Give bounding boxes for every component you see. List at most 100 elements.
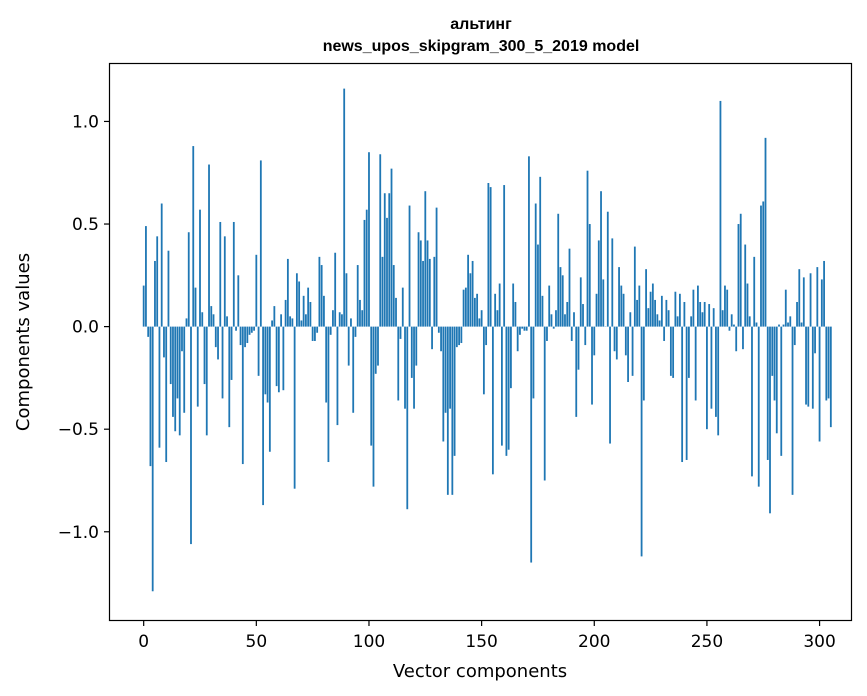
bar bbox=[156, 236, 159, 327]
bar bbox=[253, 326, 255, 331]
bar bbox=[338, 312, 341, 327]
bar bbox=[142, 285, 145, 327]
bar bbox=[433, 256, 436, 327]
bar bbox=[311, 326, 314, 341]
bar bbox=[449, 326, 451, 409]
x-tick-label: 250 bbox=[691, 632, 723, 652]
bar bbox=[651, 283, 654, 327]
bar bbox=[778, 324, 780, 327]
bar bbox=[235, 326, 237, 331]
bar bbox=[304, 314, 307, 327]
bar bbox=[683, 301, 686, 327]
bar bbox=[408, 205, 411, 327]
bar bbox=[669, 326, 672, 376]
bar bbox=[789, 316, 792, 327]
bar bbox=[196, 326, 199, 407]
bar bbox=[656, 314, 659, 327]
bar bbox=[307, 287, 310, 327]
bar bbox=[784, 289, 787, 327]
bar bbox=[363, 219, 366, 327]
bar bbox=[503, 185, 506, 327]
bar bbox=[638, 285, 641, 327]
bar bbox=[654, 299, 656, 327]
bar bbox=[190, 326, 192, 545]
y-axis-ticks: −1.0 −0.5 0.0 0.5 1.0 bbox=[58, 112, 110, 543]
bar bbox=[552, 326, 555, 329]
bar bbox=[757, 326, 760, 487]
bar bbox=[773, 326, 776, 401]
bar bbox=[609, 326, 611, 444]
bar bbox=[395, 297, 397, 327]
bar bbox=[584, 326, 587, 346]
bar bbox=[523, 326, 526, 331]
bar bbox=[579, 277, 582, 327]
bar bbox=[573, 312, 575, 327]
bar bbox=[559, 267, 562, 327]
bar bbox=[485, 326, 488, 346]
bar bbox=[825, 326, 828, 401]
bar bbox=[160, 203, 163, 327]
bar bbox=[174, 326, 177, 432]
bar bbox=[755, 322, 758, 327]
bar bbox=[327, 326, 330, 463]
bar bbox=[372, 326, 375, 487]
bar bbox=[622, 293, 625, 327]
bar bbox=[255, 254, 258, 327]
bar bbox=[347, 326, 350, 366]
bar bbox=[154, 260, 156, 327]
bar bbox=[406, 326, 409, 510]
bar bbox=[715, 326, 717, 417]
bar bbox=[600, 191, 602, 327]
y-tick-label: −1.0 bbox=[58, 523, 99, 543]
bar bbox=[183, 326, 186, 413]
bar bbox=[282, 326, 285, 391]
bar bbox=[640, 326, 643, 557]
bar bbox=[505, 326, 508, 456]
bar bbox=[293, 326, 296, 489]
bar bbox=[325, 326, 328, 403]
bar bbox=[728, 326, 731, 331]
bar bbox=[250, 326, 253, 333]
bar bbox=[487, 183, 490, 327]
bar bbox=[708, 304, 711, 327]
bar bbox=[699, 301, 702, 327]
bar bbox=[386, 217, 388, 327]
bar bbox=[336, 326, 339, 426]
bar bbox=[521, 326, 524, 329]
bar bbox=[341, 314, 343, 327]
bar bbox=[368, 152, 370, 327]
bar bbox=[566, 301, 569, 327]
bar bbox=[286, 258, 289, 327]
bar bbox=[316, 326, 319, 333]
bar bbox=[413, 326, 415, 409]
bar bbox=[223, 236, 226, 327]
bar bbox=[302, 295, 305, 327]
y-axis-label: Components values bbox=[13, 253, 34, 431]
bar bbox=[262, 326, 264, 506]
bar bbox=[257, 326, 260, 376]
bar bbox=[289, 316, 292, 327]
x-tick-label: 0 bbox=[138, 632, 149, 652]
bar bbox=[539, 176, 542, 327]
bar bbox=[796, 301, 798, 327]
bar bbox=[370, 326, 373, 446]
bar bbox=[343, 88, 346, 327]
bar bbox=[665, 299, 668, 327]
bar bbox=[284, 299, 287, 327]
bar bbox=[176, 326, 179, 399]
bar bbox=[478, 318, 481, 327]
bar bbox=[203, 326, 206, 385]
bar bbox=[519, 326, 521, 335]
bar bbox=[480, 310, 483, 327]
bar bbox=[181, 326, 183, 352]
bar bbox=[426, 240, 429, 327]
bar bbox=[248, 326, 251, 335]
bar bbox=[548, 285, 551, 327]
bar bbox=[537, 244, 539, 327]
bar bbox=[753, 256, 756, 327]
bar bbox=[530, 326, 533, 563]
bar bbox=[735, 326, 738, 352]
bar bbox=[543, 326, 546, 481]
bar bbox=[277, 326, 280, 393]
bar bbox=[397, 326, 400, 401]
